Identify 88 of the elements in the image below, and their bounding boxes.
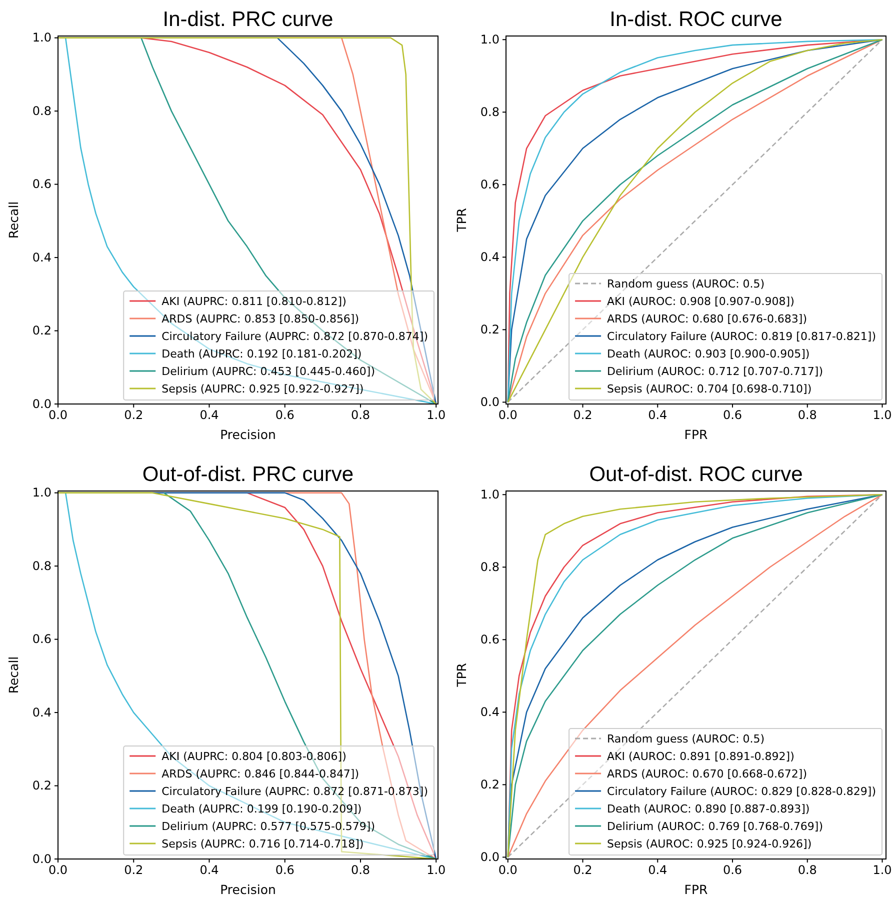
y-tick-label: 1.0 [32,30,52,45]
legend-label: Delirium (AUROC: 0.712 [0.707-0.717]) [607,365,824,378]
chart-title: In-dist. ROC curve [610,8,782,31]
y-tick-label: 0.0 [480,850,500,864]
x-tick-label: 0.8 [350,863,370,878]
legend-label: ARDS (AUPRC: 0.846 [0.844-0.847]) [162,768,360,780]
y-tick-label: 0.2 [480,778,500,792]
x-tick-label: 0.8 [798,863,817,878]
y-tick-label: 0.8 [480,560,500,574]
y-tick-label: 0.2 [32,778,52,793]
y-tick-label: 0.2 [480,322,500,337]
x-tick-label: 0.4 [200,408,219,422]
legend-label: ARDS (AUROC: 0.680 [0.676-0.683]) [607,312,808,326]
x-tick-label: 0.6 [275,408,294,422]
x-tick-label: 0.8 [798,408,817,422]
line-series [140,37,437,404]
legend-label: Delirium (AUPRC: 0.577 [0.575-0.579]) [162,820,376,833]
chart-title: Out-of-dist. ROC curve [589,463,803,486]
y-tick-label: 0.8 [32,104,52,118]
x-tick-label: 0.2 [124,408,144,422]
legend-label: Sepsis (AUROC: 0.704 [0.698-0.710]) [607,382,812,396]
legend-label: AKI (AUPRC: 0.804 [0.803-0.806]) [162,750,346,763]
x-tick-label: 0.2 [573,408,592,422]
legend-label: Sepsis (AUPRC: 0.925 [0.922-0.927]) [162,382,364,396]
y-tick-label: 0.0 [32,852,52,866]
x-axis-title: FPR [684,427,708,442]
x-tick-label: 0.4 [200,863,219,878]
x-tick-label: 0.6 [722,408,742,422]
y-tick-label: 0.0 [32,396,52,411]
x-tick-label: 0.0 [48,408,68,422]
x-tick-label: 1.0 [872,408,892,422]
legend-label: Sepsis (AUPRC: 0.716 [0.714-0.718]) [162,838,364,850]
x-tick-label: 0.2 [573,863,592,878]
x-axis-title: FPR [684,882,708,897]
y-tick-label: 0.0 [480,395,500,410]
legend-label: ARDS (AUPRC: 0.853 [0.850-0.856]) [162,312,360,326]
legend-label: Circulatory Failure (AUROC: 0.819 [0.817-0.821]) [607,330,876,343]
y-tick-label: 0.4 [480,250,500,264]
x-tick-label: 1.0 [872,863,892,878]
x-tick-label: 0.4 [648,863,668,878]
y-axis-title: TPR [454,662,469,688]
y-tick-label: 1.0 [480,32,500,46]
y-tick-label: 0.6 [480,177,500,192]
chart-title: Out-of-dist. PRC curve [142,463,354,486]
legend-label: Sepsis (AUROC: 0.925 [0.924-0.926]) [607,838,812,850]
legend-label: AKI (AUROC: 0.908 [0.907-0.908]) [607,295,794,308]
legend-label: ARDS (AUROC: 0.670 [0.668-0.672]) [607,768,808,780]
legend-label: Circulatory Failure (AUPRC: 0.872 [0.871-0.873]) [162,785,428,798]
y-tick-label: 0.4 [480,705,500,720]
x-tick-label: 0.0 [498,863,518,878]
y-axis-title: Recall [6,656,21,694]
x-tick-label: 0.4 [648,408,668,422]
y-tick-label: 0.6 [32,632,52,646]
x-axis-title: Precision [220,427,276,442]
chart-title: In-dist. PRC curve [162,8,334,31]
y-tick-label: 0.6 [32,177,52,192]
legend-label: Random guess (AUROC: 0.5) [607,732,765,746]
y-tick-label: 0.4 [32,250,52,264]
legend-label: Random guess (AUROC: 0.5) [607,278,765,290]
line-series [163,492,437,859]
x-axis-title: Precision [220,882,276,897]
legend-label: Death (AUPRC: 0.199 [0.190-0.209]) [162,802,362,816]
legend-label: AKI (AUROC: 0.891 [0.891-0.892]) [607,750,794,763]
x-tick-label: 0.8 [350,408,370,422]
x-tick-label: 0.6 [722,863,742,878]
legend-label: Death (AUROC: 0.903 [0.900-0.905]) [607,348,810,360]
legend-label: Delirium (AUPRC: 0.453 [0.445-0.460]) [162,365,376,378]
legend-label: Death (AUPRC: 0.192 [0.181-0.202]) [162,348,362,360]
legend-label: Circulatory Failure (AUPRC: 0.872 [0.870-0.874]) [162,330,428,343]
y-axis-title: TPR [454,208,469,233]
legend-label: Circulatory Failure (AUROC: 0.829 [0.828-0.829]) [607,785,876,798]
y-tick-label: 0.4 [32,705,52,720]
y-tick-label: 1.0 [480,487,500,502]
x-tick-label: 0.6 [275,863,294,878]
y-tick-label: 0.8 [480,104,500,119]
x-tick-label: 0.2 [124,863,144,878]
x-tick-label: 0.0 [498,408,518,422]
y-tick-label: 0.2 [32,324,52,338]
y-tick-label: 0.8 [32,558,52,573]
y-tick-label: 0.6 [480,632,500,646]
y-tick-label: 1.0 [32,486,52,500]
x-tick-label: 0.0 [48,863,68,878]
legend-label: Delirium (AUROC: 0.769 [0.768-0.769]) [607,820,824,833]
x-tick-label: 1.0 [426,863,446,878]
x-tick-label: 1.0 [426,408,446,422]
y-axis-title: Recall [6,201,21,239]
legend-label: AKI (AUPRC: 0.811 [0.810-0.812]) [162,295,346,308]
legend-label: Death (AUROC: 0.890 [0.887-0.893]) [607,802,810,816]
